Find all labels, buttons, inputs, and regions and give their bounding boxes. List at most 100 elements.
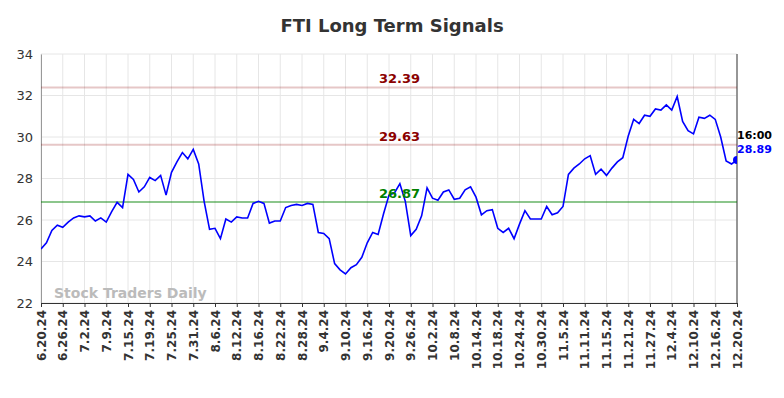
reference-label: 26.87 xyxy=(379,186,420,201)
tick-label: 11.15.24 xyxy=(600,310,614,369)
grid-line xyxy=(389,54,390,303)
tick-label: 10.8.24 xyxy=(448,310,462,361)
tick-label: 26 xyxy=(16,213,33,228)
tick: 7.31.24 xyxy=(187,303,201,361)
tick-label: 8.28.24 xyxy=(296,310,310,361)
grid-line xyxy=(628,54,629,303)
tick-mark xyxy=(280,303,281,307)
tick: 7.15.24 xyxy=(122,303,136,361)
tick: 7.19.24 xyxy=(143,303,157,361)
tick-mark xyxy=(389,303,390,307)
tick-mark xyxy=(433,303,434,307)
tick-mark xyxy=(128,303,129,307)
grid-line xyxy=(454,54,455,303)
tick: 9.16.24 xyxy=(361,303,375,361)
grid-line xyxy=(650,54,651,303)
tick-label: 6.26.24 xyxy=(56,310,70,361)
tick-mark xyxy=(498,303,499,307)
tick: 8.12.24 xyxy=(230,303,244,361)
grid-line xyxy=(302,54,303,303)
tick-mark xyxy=(106,303,107,307)
tick-mark xyxy=(650,303,651,307)
tick: 9.10.24 xyxy=(339,303,353,361)
tick: 10.24.24 xyxy=(513,303,527,369)
tick-label: 10.2.24 xyxy=(426,310,440,361)
tick: 8.28.24 xyxy=(296,303,310,361)
grid-line xyxy=(497,54,498,303)
tick: 12.10.24 xyxy=(687,303,701,369)
tick-mark xyxy=(346,303,347,307)
reference-label: 32.39 xyxy=(379,71,420,86)
tick: 12.4.24 xyxy=(665,303,679,361)
tick: 7.9.24 xyxy=(100,303,114,353)
tick-label: 7.31.24 xyxy=(187,310,201,361)
tick-mark xyxy=(628,303,629,307)
grid-line xyxy=(258,54,259,303)
tick-label: 12.10.24 xyxy=(687,310,701,369)
tick: 6.26.24 xyxy=(56,303,70,361)
tick-mark xyxy=(150,303,151,307)
tick: 32 xyxy=(16,88,41,103)
tick-mark xyxy=(672,303,673,307)
grid-line xyxy=(193,54,194,303)
x-axis: 6.20.246.26.247.2.247.9.247.15.247.19.24… xyxy=(35,303,745,369)
tick-mark xyxy=(520,303,521,307)
marks xyxy=(41,87,737,274)
tick: 12.16.24 xyxy=(709,303,723,369)
tick-mark xyxy=(585,303,586,307)
tick: 22 xyxy=(16,296,41,311)
tick-label: 7.25.24 xyxy=(165,310,179,361)
tick: 11.27.24 xyxy=(644,303,658,369)
grid-line xyxy=(671,54,672,303)
tick-label: 9.16.24 xyxy=(361,310,375,361)
tick: 11.5.24 xyxy=(557,303,571,361)
tick-label: 7.2.24 xyxy=(78,310,92,353)
tick-label: 8.16.24 xyxy=(252,310,266,361)
tick: 11.15.24 xyxy=(600,303,614,369)
grid-line xyxy=(410,54,411,303)
tick-label: 11.11.24 xyxy=(578,310,592,369)
grid-line xyxy=(563,54,564,303)
grid-line xyxy=(215,54,216,303)
tick: 9.26.24 xyxy=(404,303,418,361)
tick-label: 7.9.24 xyxy=(100,310,114,353)
tick-label: 12.16.24 xyxy=(709,310,723,369)
tick-mark xyxy=(563,303,564,307)
tick-label: 10.24.24 xyxy=(513,310,527,369)
tick-label: 9.4.24 xyxy=(317,310,331,353)
tick-label: 30 xyxy=(16,130,33,145)
grid-line xyxy=(715,54,716,303)
tick-mark xyxy=(411,303,412,307)
tick-label: 7.15.24 xyxy=(122,310,136,361)
grid-line xyxy=(236,54,237,303)
grid-line xyxy=(62,54,63,303)
tick-label: 12.4.24 xyxy=(665,310,679,361)
reference-line xyxy=(41,144,737,146)
grid-line xyxy=(584,54,585,303)
tick-label: 12.20.24 xyxy=(731,310,745,369)
tick: 30 xyxy=(16,130,41,145)
tick-mark xyxy=(215,303,216,307)
tick-mark xyxy=(302,303,303,307)
grid-line xyxy=(737,54,738,303)
tick-mark xyxy=(172,303,173,307)
tick-label: 9.26.24 xyxy=(404,310,418,361)
tick-mark xyxy=(63,303,64,307)
chart: 222426283032346.20.246.26.247.2.247.9.24… xyxy=(0,0,784,398)
tick: 8.16.24 xyxy=(252,303,266,361)
axis-line xyxy=(42,304,738,308)
tick-label: 9.10.24 xyxy=(339,310,353,361)
tick: 11.11.24 xyxy=(578,303,592,369)
title: FTI Long Term Signals xyxy=(280,15,503,36)
tick: 34 xyxy=(16,47,41,62)
tick: 7.25.24 xyxy=(165,303,179,361)
tick-label: 34 xyxy=(16,47,33,62)
tick-mark xyxy=(41,303,42,307)
grid-line xyxy=(432,54,433,303)
frame xyxy=(736,54,738,303)
tick-label: 22 xyxy=(16,296,33,311)
tick-mark xyxy=(715,303,716,307)
tick: 8.6.24 xyxy=(209,303,223,353)
tick-label: 32 xyxy=(16,88,33,103)
tick-label: 7.19.24 xyxy=(143,310,157,361)
